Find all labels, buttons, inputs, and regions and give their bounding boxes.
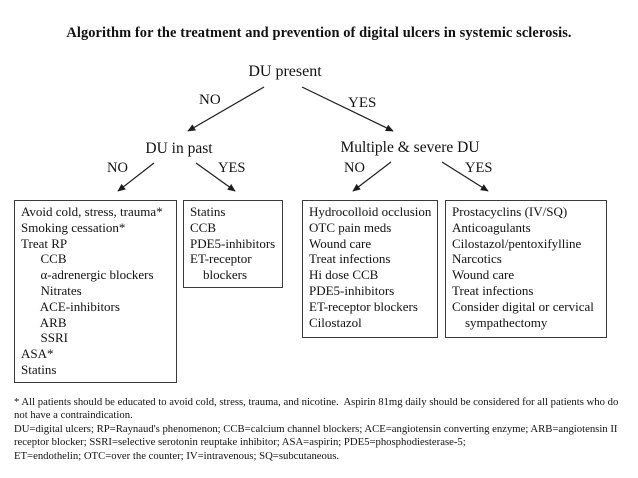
box-line: blockers xyxy=(190,267,248,283)
node-multiple-severe-du: Multiple & severe DU xyxy=(340,139,480,156)
box-line: ARB xyxy=(21,314,67,330)
page-title: Algorithm for the treatment and preventi… xyxy=(66,25,572,41)
box-line: Cilostazol xyxy=(309,314,362,330)
box-line: Wound care xyxy=(452,267,515,283)
box-du-not-severe: Hydrocolloid occlusion OTC pain meds Wound… xyxy=(302,200,438,338)
box-line: Consider digital or cervical xyxy=(452,298,594,314)
footnote-line: receptor blocker; SSRI=selective seroton… xyxy=(14,436,466,449)
box-line: Prostacyclins (IV/SQ) xyxy=(452,204,568,219)
footnote-line: * All patients should be educated to avo… xyxy=(14,396,619,408)
box-line: PDE5-inhibitors xyxy=(309,282,395,298)
branch-label-right-yes: YES xyxy=(465,160,493,176)
box-line: Nitrates xyxy=(21,282,82,298)
branch-label-left-yes: YES xyxy=(218,160,246,176)
box-line: Treat RP xyxy=(21,235,68,251)
footnote: * All patients should be educated to avo… xyxy=(14,396,618,463)
box-line: PDE5-inhibitors xyxy=(190,235,276,251)
box-line: ET-receptor xyxy=(190,251,252,267)
box-line: Anticoagulants xyxy=(452,219,531,235)
box-prevention: Avoid cold, stress, trauma* Smoking cessa… xyxy=(14,200,177,383)
box-line: Statins xyxy=(21,361,57,377)
branch-label-right-no: NO xyxy=(344,160,365,176)
box-line: Statins xyxy=(190,204,226,219)
footnote-line: DU=digital ulcers; RP=Raynaud's phenomen… xyxy=(14,422,618,435)
box-line: Smoking cessation* xyxy=(21,219,126,235)
box-line: Hi dose CCB xyxy=(309,267,379,283)
node-du-in-past: DU in past xyxy=(145,140,213,157)
box-line: OTC pain meds xyxy=(309,219,392,235)
branch-label-root-no: NO xyxy=(199,92,221,108)
box-line: ASA* xyxy=(21,346,54,362)
branch-label-left-no: NO xyxy=(107,160,128,176)
box-line: ET-receptor blockers xyxy=(309,298,418,314)
box-line: sympathectomy xyxy=(452,314,548,330)
box-line: CCB xyxy=(21,251,67,267)
footnote-line: ET=endothelin; OTC=over the counter; IV=… xyxy=(14,449,340,462)
box-line: Treat infections xyxy=(309,251,391,267)
box-line: Wound care xyxy=(309,235,372,251)
box-past-du-yes: Statins CCB PDE5-inhibitors ET-receptor blo… xyxy=(183,200,283,288)
box-line: Hydrocolloid occlusion xyxy=(309,204,432,219)
box-line: Narcotics xyxy=(452,251,502,267)
box-line: SSRI xyxy=(21,330,68,346)
box-du-severe: Prostacyclins (IV/SQ) Anticoagulants Cilos… xyxy=(445,200,607,338)
box-line: α-adrenergic blockers xyxy=(21,267,154,283)
footnote-line: not have a contraindication. xyxy=(14,409,133,422)
node-du-present: DU present xyxy=(248,63,322,80)
box-line: Avoid cold, stress, trauma* xyxy=(21,204,163,219)
box-line: Cilostazol/pentoxifylline xyxy=(452,235,582,251)
box-line: ACE-inhibitors xyxy=(21,298,120,314)
box-line: CCB xyxy=(190,219,217,235)
box-line: Treat infections xyxy=(452,282,534,298)
branch-label-root-yes: YES xyxy=(348,95,377,111)
